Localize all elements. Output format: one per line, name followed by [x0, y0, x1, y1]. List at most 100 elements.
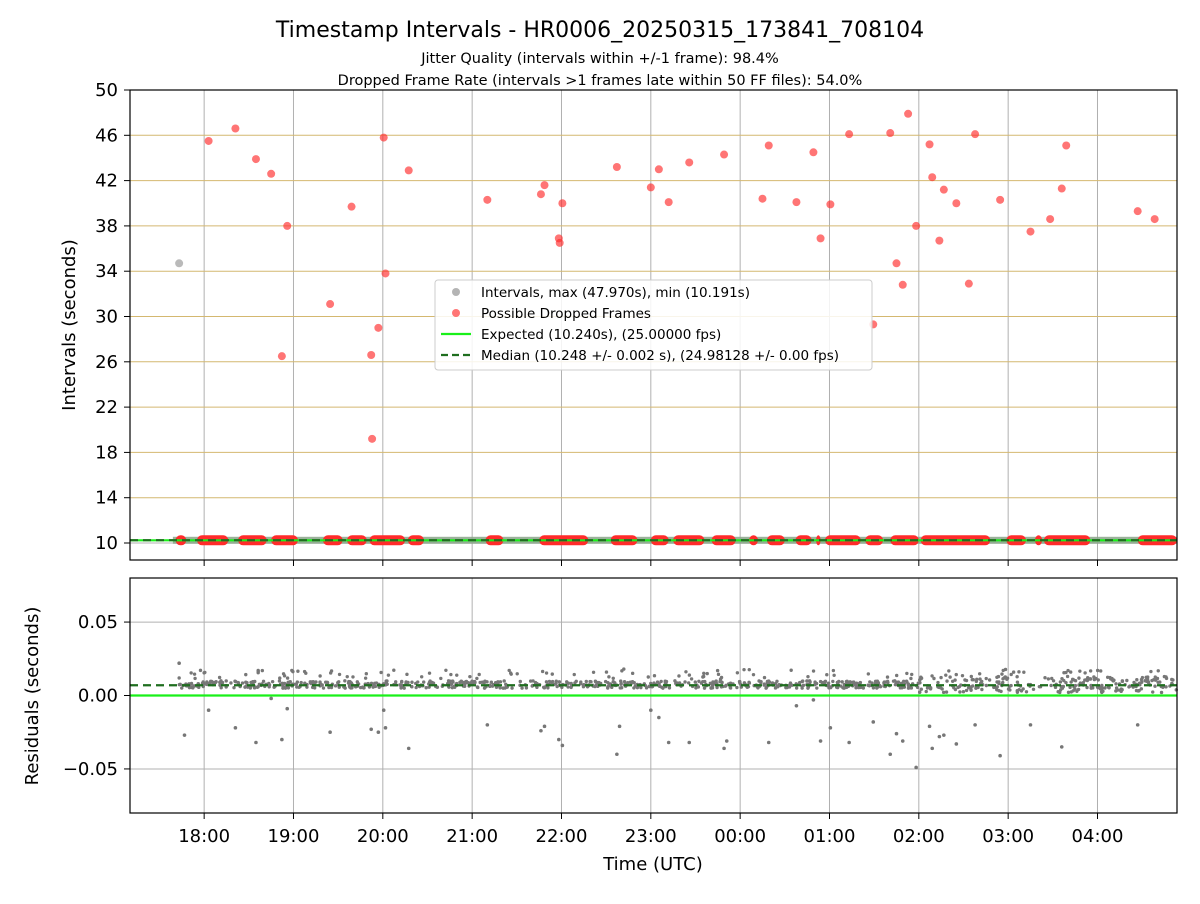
dropped-frame-point	[892, 259, 901, 268]
residual-point	[1087, 677, 1092, 681]
residual-outlier-point	[942, 733, 946, 737]
residual-point	[473, 680, 477, 685]
dropped-frame-point	[558, 199, 567, 208]
residual-point	[762, 675, 767, 680]
residual-point	[715, 668, 720, 673]
residual-point	[759, 680, 763, 685]
dropped-frame-point	[1046, 215, 1055, 224]
residual-point	[1120, 679, 1125, 683]
residual-point	[493, 680, 498, 685]
residual-point	[787, 685, 792, 689]
residual-point	[866, 672, 871, 676]
residual-point	[842, 685, 846, 690]
residual-point	[379, 670, 383, 675]
residual-point	[845, 679, 849, 684]
residual-outlier-point	[927, 724, 932, 729]
x-tick-label: 03:00	[982, 826, 1034, 847]
residual-point	[1017, 670, 1021, 674]
dropped-frame-point	[251, 155, 260, 164]
residual-point	[1069, 690, 1074, 694]
residual-point	[435, 685, 440, 689]
dropped-frame-point	[845, 130, 854, 139]
residual-point	[909, 686, 914, 690]
residual-point	[699, 681, 704, 685]
residual-point	[455, 673, 459, 677]
residual-point	[1107, 686, 1111, 690]
residuals-y-ticks: 0.05 0.00 −0.05	[63, 612, 130, 780]
residual-point	[898, 686, 903, 690]
residual-point	[303, 681, 307, 685]
residual-point	[646, 675, 650, 679]
residual-point	[613, 681, 617, 685]
dropped-frame-point	[764, 141, 773, 150]
residual-point	[861, 686, 866, 690]
dropped-frame-point	[277, 352, 286, 361]
residual-point	[546, 686, 550, 690]
residual-point	[1015, 675, 1019, 679]
residual-point	[573, 681, 577, 685]
residual-point	[581, 683, 586, 687]
residual-outlier-point	[649, 708, 653, 712]
residual-point	[1156, 680, 1160, 684]
residual-point	[930, 674, 934, 678]
dropped-frame-point	[792, 198, 801, 207]
residual-point	[399, 680, 404, 684]
residual-point	[840, 680, 844, 684]
residual-point	[677, 674, 681, 678]
residual-outlier-point	[381, 708, 386, 712]
intervals-y-ticks: 10 14 18 22 26 30 34 38 42 46 50	[95, 80, 130, 554]
residual-outlier-point	[900, 739, 905, 743]
dropped-frame-point	[964, 279, 973, 288]
residual-outlier-point	[542, 724, 547, 729]
residual-point	[1066, 668, 1070, 673]
residual-point	[611, 676, 615, 680]
residual-point	[544, 671, 549, 675]
residual-point	[1043, 676, 1047, 680]
residual-point	[974, 679, 979, 684]
intervals-y-tick-label: 34	[95, 261, 118, 282]
residual-point	[952, 686, 956, 690]
residual-point	[894, 680, 898, 684]
residual-point	[686, 681, 691, 685]
residual-point	[797, 680, 802, 685]
intervals-y-tick-label: 50	[95, 80, 118, 101]
dropped-frame-point	[935, 236, 944, 245]
residual-outlier-point	[617, 724, 622, 729]
residual-point	[336, 681, 340, 685]
residual-point	[659, 679, 663, 684]
residual-point	[697, 679, 701, 683]
residual-point	[664, 679, 669, 684]
residual-point	[667, 686, 672, 690]
residual-point	[811, 669, 816, 673]
residual-outlier-point	[847, 740, 851, 745]
residual-point	[386, 673, 391, 677]
residual-point	[1139, 687, 1144, 691]
residual-point	[449, 682, 454, 687]
residual-point	[1135, 678, 1139, 682]
x-tick-label: 19:00	[268, 826, 320, 847]
residual-outlier-point	[285, 706, 290, 711]
residual-point	[364, 672, 369, 676]
residual-point	[219, 686, 223, 690]
residual-point	[1109, 677, 1113, 681]
residual-outlier-point	[871, 720, 876, 724]
residual-outlier-point	[269, 696, 273, 701]
residual-point	[193, 676, 197, 681]
residual-point	[964, 678, 969, 683]
residual-point	[550, 672, 554, 676]
residual-point	[1000, 672, 1004, 676]
residual-outlier-point	[998, 753, 1002, 758]
residual-point	[290, 668, 294, 673]
residual-point	[439, 676, 443, 681]
residual-point	[392, 668, 396, 672]
residual-point	[240, 681, 245, 685]
residual-outlier-point	[914, 765, 918, 770]
residual-point	[286, 686, 291, 690]
residual-point	[1021, 687, 1025, 691]
chart-title: Timestamp Intervals - HR0006_20250315_17…	[275, 18, 924, 43]
residual-outlier-point	[233, 726, 238, 730]
residual-point	[813, 682, 817, 687]
residual-point	[1076, 687, 1081, 692]
residual-point	[544, 680, 549, 684]
